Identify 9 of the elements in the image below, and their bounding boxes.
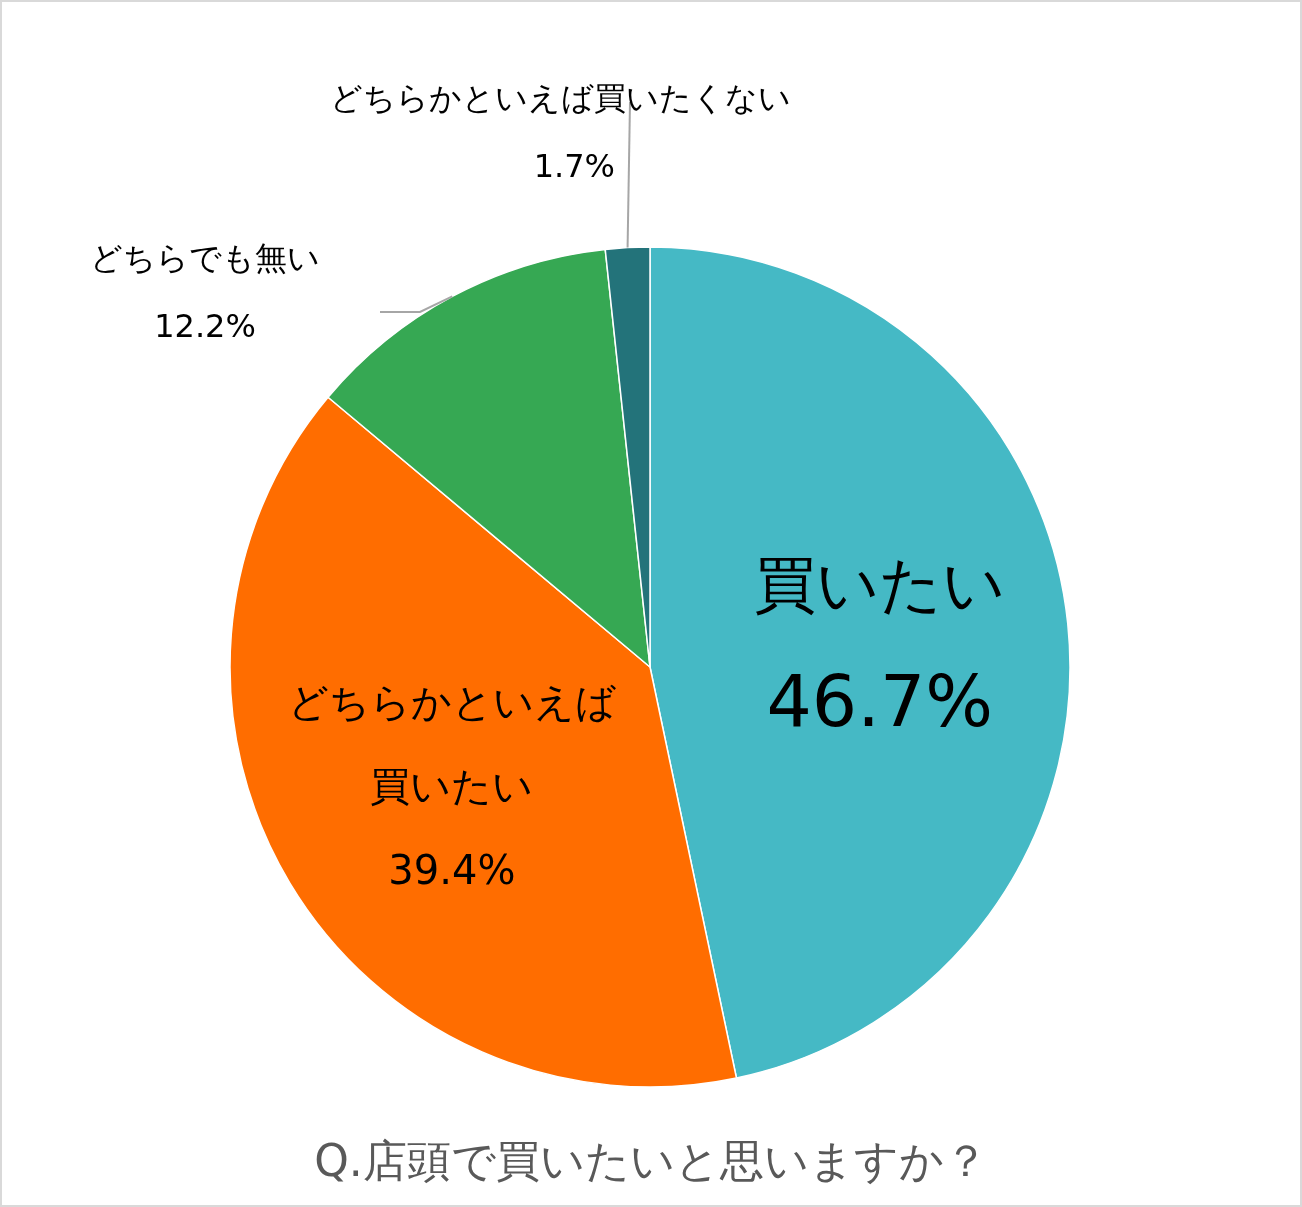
data-label: 39.4%	[388, 846, 516, 893]
slice-label: どちらかといえば買いたい	[287, 678, 616, 809]
slice-label: どちらかといえば買いたくない	[329, 79, 791, 117]
text: Q.店頭で買いたいと思いますか？	[314, 1134, 988, 1186]
data-label: 46.7%	[766, 660, 994, 744]
slice-label: 買いたい	[754, 547, 1006, 621]
data-label: 1.7%	[533, 147, 615, 185]
slice-label: どちらでも無い	[90, 239, 320, 277]
data-label: 12.2%	[154, 307, 256, 345]
